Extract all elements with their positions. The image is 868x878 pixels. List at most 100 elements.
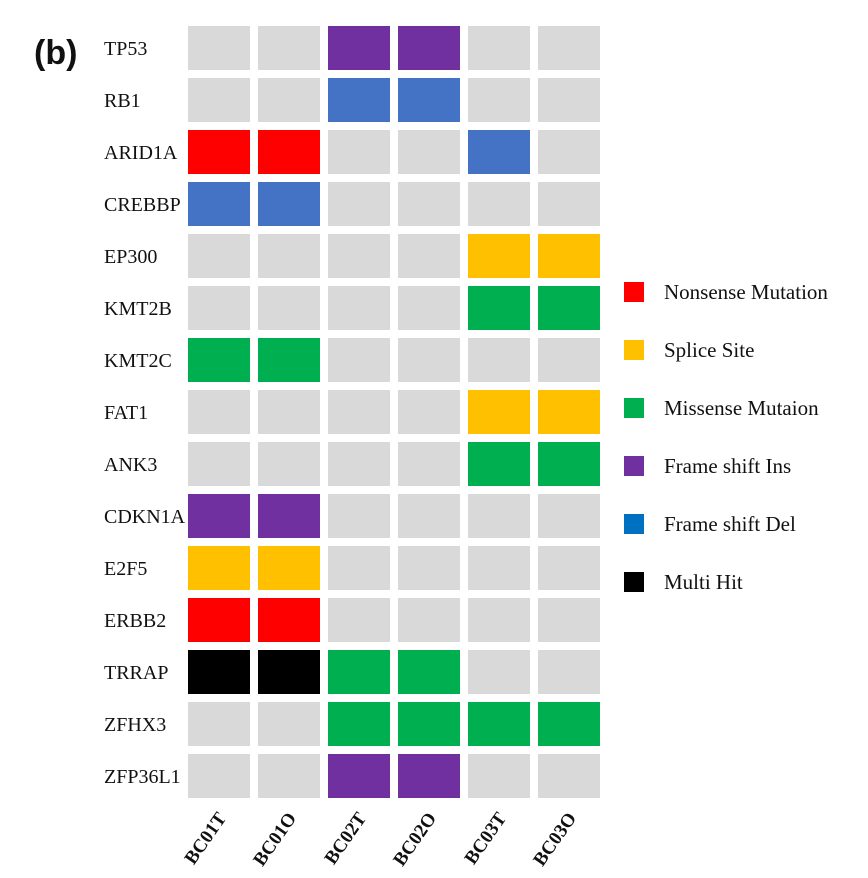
cell-EP300-BC01O xyxy=(258,234,320,278)
cell-CDKN1A-BC03T xyxy=(468,494,530,538)
cell-E2F5-BC02T xyxy=(328,546,390,590)
cell-ARID1A-BC01O xyxy=(258,130,320,174)
cell-RB1-BC02T xyxy=(328,78,390,122)
cell-FAT1-BC01O xyxy=(258,390,320,434)
cell-CDKN1A-BC01T xyxy=(188,494,250,538)
cell-FAT1-BC03T xyxy=(468,390,530,434)
cell-ARID1A-BC03T xyxy=(468,130,530,174)
sample-label-BC03T: BC03T xyxy=(461,809,512,869)
cell-E2F5-BC03O xyxy=(538,546,600,590)
cell-TP53-BC02O xyxy=(398,26,460,70)
gene-label-KMT2C: KMT2C xyxy=(104,350,172,372)
cell-ZFHX3-BC02T xyxy=(328,702,390,746)
gene-label-ARID1A: ARID1A xyxy=(104,142,178,164)
legend-label-multi: Multi Hit xyxy=(664,570,743,594)
gene-label-TRRAP: TRRAP xyxy=(104,662,168,684)
gene-label-KMT2B: KMT2B xyxy=(104,298,172,320)
sample-label-BC03O: BC03O xyxy=(529,809,581,870)
sample-label-BC01O: BC01O xyxy=(249,809,301,870)
cell-KMT2C-BC01T xyxy=(188,338,250,382)
gene-label-E2F5: E2F5 xyxy=(104,558,147,580)
gene-label-ZFP36L1: ZFP36L1 xyxy=(104,766,181,788)
legend-swatch-multi xyxy=(624,572,644,592)
cell-CREBBP-BC03O xyxy=(538,182,600,226)
cell-KMT2C-BC03O xyxy=(538,338,600,382)
cell-E2F5-BC01T xyxy=(188,546,250,590)
cell-RB1-BC03O xyxy=(538,78,600,122)
legend-swatch-missense xyxy=(624,398,644,418)
cell-KMT2B-BC01O xyxy=(258,286,320,330)
cell-CDKN1A-BC02T xyxy=(328,494,390,538)
legend-label-fs_del: Frame shift Del xyxy=(664,512,796,536)
legend-label-splice: Splice Site xyxy=(664,338,754,362)
legend: Nonsense Mutation Splice Site Missense Mut… xyxy=(624,280,828,594)
cell-ZFP36L1-BC01O xyxy=(258,754,320,798)
sample-labels: BC01T BC01O BC02T BC02O BC03T BC03O xyxy=(181,809,582,871)
cell-E2F5-BC01O xyxy=(258,546,320,590)
cell-KMT2C-BC01O xyxy=(258,338,320,382)
gene-label-RB1: RB1 xyxy=(104,90,141,112)
legend-label-missense: Missense Mutaion xyxy=(664,396,819,420)
cell-CDKN1A-BC03O xyxy=(538,494,600,538)
cell-RB1-BC01O xyxy=(258,78,320,122)
cell-ZFP36L1-BC02O xyxy=(398,754,460,798)
cell-ANK3-BC02O xyxy=(398,442,460,486)
cell-KMT2B-BC02O xyxy=(398,286,460,330)
cell-FAT1-BC02T xyxy=(328,390,390,434)
cell-KMT2C-BC02O xyxy=(398,338,460,382)
legend-swatch-fs_del xyxy=(624,514,644,534)
gene-label-FAT1: FAT1 xyxy=(104,402,148,424)
cell-CREBBP-BC02O xyxy=(398,182,460,226)
legend-label-nonsense: Nonsense Mutation xyxy=(664,280,828,304)
gene-label-ERBB2: ERBB2 xyxy=(104,610,166,632)
cell-ZFHX3-BC03O xyxy=(538,702,600,746)
cell-EP300-BC03T xyxy=(468,234,530,278)
cell-TP53-BC02T xyxy=(328,26,390,70)
cell-ZFP36L1-BC03T xyxy=(468,754,530,798)
gene-label-EP300: EP300 xyxy=(104,246,157,268)
cell-ARID1A-BC03O xyxy=(538,130,600,174)
cell-CREBBP-BC01O xyxy=(258,182,320,226)
legend-swatch-fs_ins xyxy=(624,456,644,476)
gene-label-ANK3: ANK3 xyxy=(104,454,157,476)
cell-ZFP36L1-BC02T xyxy=(328,754,390,798)
cell-CREBBP-BC03T xyxy=(468,182,530,226)
cell-RB1-BC02O xyxy=(398,78,460,122)
cell-CREBBP-BC02T xyxy=(328,182,390,226)
cell-CDKN1A-BC01O xyxy=(258,494,320,538)
cell-ERBB2-BC01O xyxy=(258,598,320,642)
sample-label-BC01T: BC01T xyxy=(181,809,232,869)
gene-label-CREBBP: CREBBP xyxy=(104,194,181,216)
cell-ZFHX3-BC03T xyxy=(468,702,530,746)
cell-CREBBP-BC01T xyxy=(188,182,250,226)
cell-ANK3-BC03T xyxy=(468,442,530,486)
cell-EP300-BC02T xyxy=(328,234,390,278)
heatmap-cells xyxy=(188,26,600,798)
cell-KMT2C-BC03T xyxy=(468,338,530,382)
cell-ANK3-BC03O xyxy=(538,442,600,486)
cell-ERBB2-BC03O xyxy=(538,598,600,642)
sample-label-BC02O: BC02O xyxy=(389,809,441,870)
cell-ARID1A-BC02O xyxy=(398,130,460,174)
cell-TP53-BC01T xyxy=(188,26,250,70)
cell-FAT1-BC02O xyxy=(398,390,460,434)
cell-ZFP36L1-BC01T xyxy=(188,754,250,798)
cell-TP53-BC01O xyxy=(258,26,320,70)
cell-ERBB2-BC01T xyxy=(188,598,250,642)
cell-E2F5-BC02O xyxy=(398,546,460,590)
cell-TRRAP-BC01T xyxy=(188,650,250,694)
cell-RB1-BC03T xyxy=(468,78,530,122)
cell-TRRAP-BC02T xyxy=(328,650,390,694)
cell-KMT2B-BC02T xyxy=(328,286,390,330)
gene-labels: TP53 RB1 ARID1A CREBBP EP300 KMT2B KMT2C FAT1 AN… xyxy=(104,38,186,788)
cell-TRRAP-BC01O xyxy=(258,650,320,694)
cell-FAT1-BC03O xyxy=(538,390,600,434)
cell-EP300-BC03O xyxy=(538,234,600,278)
cell-E2F5-BC03T xyxy=(468,546,530,590)
sample-label-BC02T: BC02T xyxy=(321,809,372,869)
cell-FAT1-BC01T xyxy=(188,390,250,434)
legend-swatch-splice xyxy=(624,340,644,360)
cell-ARID1A-BC02T xyxy=(328,130,390,174)
panel-label: (b) xyxy=(34,34,78,72)
cell-ANK3-BC02T xyxy=(328,442,390,486)
